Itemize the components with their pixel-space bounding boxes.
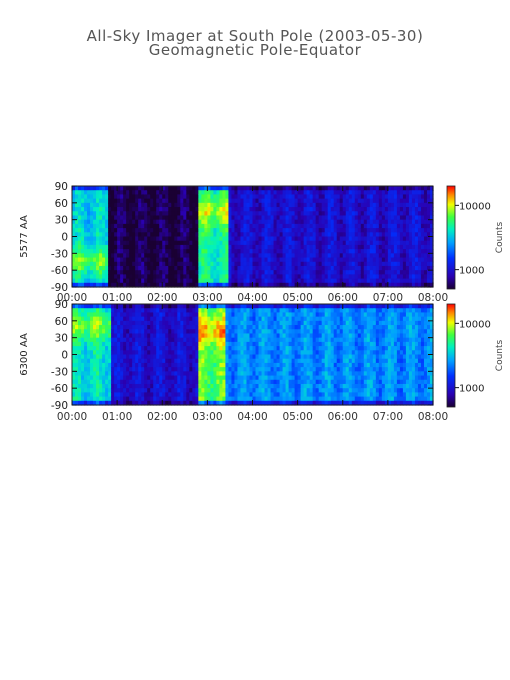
colorbar-tick-label: 1000 [459,266,484,277]
colorbar-tick-label: 10000 [459,319,491,330]
y-tick-label: -60 [51,265,68,277]
x-tick-label: 04:00 [237,292,267,304]
heatmap-cells [72,304,434,406]
colorbar-label: Counts [495,221,505,253]
y-tick-label: -30 [51,366,68,378]
x-tick-label: 04:00 [237,411,267,423]
x-tick-label: 02:00 [147,292,177,304]
x-tick-label: 08:00 [418,292,448,304]
y-tick-label: -90 [51,282,68,294]
colorbar-tick-label: 10000 [459,201,491,212]
panel-1: 90 60 30 0 -30 -60 -90 5577 AA 00:00 01:00 02:00 03… [19,181,505,304]
x-tick-label: 00:00 [57,411,87,423]
x-tick-label: 06:00 [328,292,358,304]
y-tick-label: 30 [55,333,68,345]
x-tick-label: 07:00 [373,292,403,304]
chart-subtitle: Geomagnetic Pole-Equator [148,41,362,59]
x-tick-label: 07:00 [373,411,403,423]
y-tick-label: 90 [55,299,68,311]
chart-title: All-Sky Imager at South Pole (2003-05-30… [86,27,424,45]
heatmap-cells [72,186,434,288]
y-tick-label: 90 [55,181,68,193]
x-tick-label: 06:00 [328,411,358,423]
x-tick-label: 01:00 [102,411,132,423]
x-tick-label: 05:00 [282,292,312,304]
x-tick-label: 08:00 [418,411,448,423]
y-tick-label: -90 [51,400,68,412]
x-tick-label: 03:00 [192,292,222,304]
y-axis-label: 6300 AA [19,333,30,376]
x-tick-label: 00:00 [57,292,87,304]
colorbar [446,303,456,408]
y-tick-label: 60 [55,198,68,210]
colorbar-tick-label: 1000 [459,384,484,395]
panel-2: 90 60 30 0 -30 -60 -90 6300 AA 00:00 01:00 02:00 03… [19,299,505,423]
y-tick-label: 30 [55,215,68,227]
colorbar [446,185,456,290]
y-axis-label: 5577 AA [19,215,30,258]
y-tick-label: -30 [51,248,68,260]
x-tick-label: 03:00 [192,411,222,423]
y-tick-label: -60 [51,383,68,395]
x-tick-label: 01:00 [102,292,132,304]
y-tick-label: 0 [61,350,68,362]
y-tick-label: 0 [61,232,68,244]
y-tick-label: 60 [55,316,68,328]
x-tick-label: 05:00 [282,411,312,423]
colorbar-label: Counts [495,339,505,371]
x-tick-label: 02:00 [147,411,177,423]
